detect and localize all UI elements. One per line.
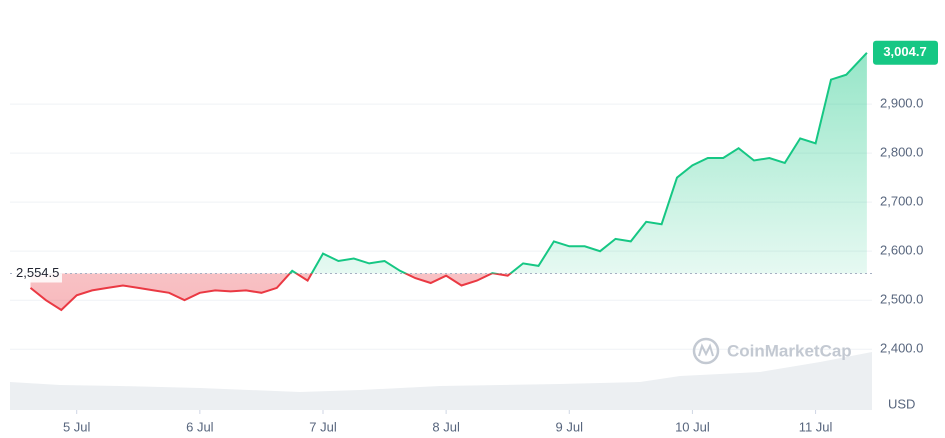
y-tick-label: 2,400.0 bbox=[880, 341, 923, 356]
price-line-up bbox=[288, 52, 868, 274]
baseline-label-bg bbox=[12, 264, 62, 283]
x-tick-label: 9 Jul bbox=[556, 419, 584, 434]
area-up bbox=[30, 52, 867, 274]
y-tick-label: 2,500.0 bbox=[880, 292, 923, 307]
x-tick-label: 6 Jul bbox=[186, 419, 214, 434]
y-tick-label: 2,800.0 bbox=[880, 145, 923, 160]
x-tick-label: 10 Jul bbox=[675, 419, 710, 434]
x-tick-label: 7 Jul bbox=[309, 419, 337, 434]
price-line-down bbox=[29, 273, 513, 312]
y-tick-label: 2,900.0 bbox=[880, 96, 923, 111]
last-price-label: 3,004.7 bbox=[883, 44, 926, 59]
y-tick-label: 2,600.0 bbox=[880, 243, 923, 258]
baseline-label: 2,554.5 bbox=[16, 265, 59, 280]
last-price-bg bbox=[873, 40, 938, 65]
x-tick-label: 8 Jul bbox=[432, 419, 460, 434]
y-tick-label: 2,700.0 bbox=[880, 194, 923, 209]
area-down bbox=[30, 273, 511, 310]
watermark-text: CoinMarketCap bbox=[727, 341, 852, 360]
x-tick-label: 5 Jul bbox=[63, 419, 91, 434]
x-tick-label: 11 Jul bbox=[799, 419, 833, 434]
volume-area bbox=[10, 352, 872, 410]
y-axis-label: USD bbox=[888, 396, 915, 411]
watermark: CoinMarketCap bbox=[692, 337, 852, 365]
